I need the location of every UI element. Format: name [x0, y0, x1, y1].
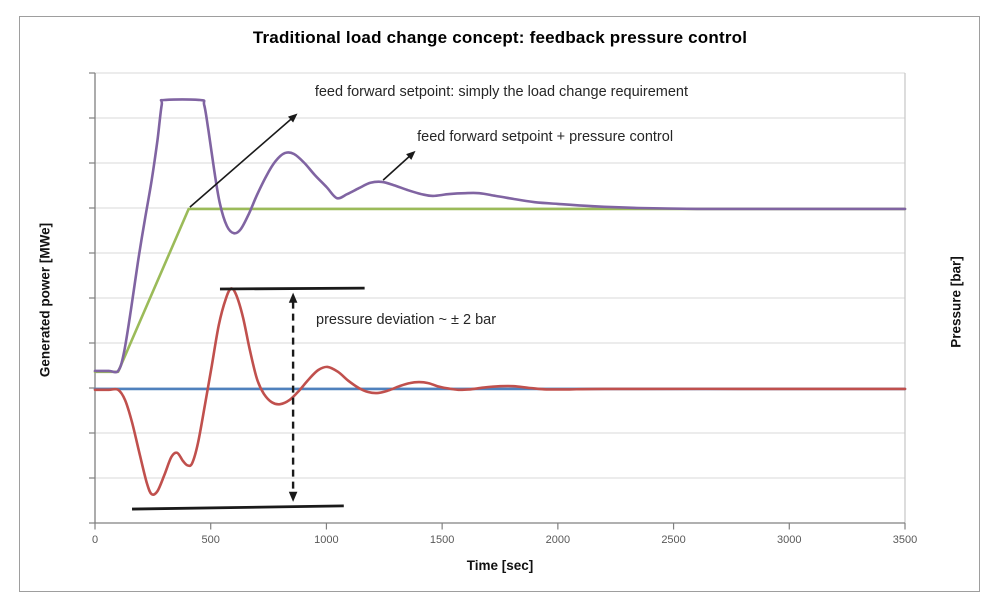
- chart-frame: [19, 16, 980, 592]
- annotation-label: pressure deviation ~ ± 2 bar: [316, 312, 497, 329]
- annotation-arrow-line: [189, 115, 296, 208]
- pressure-bound-line: [219, 286, 365, 291]
- annotation-arrow-head: [406, 150, 416, 160]
- annotation-graphics: [132, 113, 416, 511]
- left-axis-title: Generated power [MWe]: [37, 222, 53, 378]
- x-tick-label: 2500: [661, 534, 686, 546]
- series-lines: [93, 98, 907, 496]
- series-line-3: [93, 98, 907, 374]
- series-line-0: [93, 207, 907, 374]
- annotation-arrow-line: [382, 152, 414, 181]
- x-tick-label: 0: [91, 534, 99, 546]
- x-axis-title: Time [sec]: [466, 558, 534, 573]
- deviation-arrow-head-up: [288, 292, 298, 303]
- axes-and-ticks: [89, 72, 906, 530]
- chart-title: Traditional load change concept: feedbac…: [252, 28, 748, 47]
- x-tick-label: 3000: [777, 534, 802, 546]
- annotation-label: feed forward setpoint: simply the load c…: [314, 84, 689, 101]
- x-tick-label: 2000: [545, 534, 571, 546]
- annotation-arrow-head: [288, 113, 298, 123]
- right-axis-title: Pressure [bar]: [948, 256, 964, 348]
- series-line-2: [93, 287, 907, 496]
- x-tick-label: 500: [201, 534, 220, 546]
- pressure-bound-line: [132, 504, 344, 511]
- x-tick-label: 1500: [429, 534, 455, 546]
- x-tick-label: 1000: [314, 534, 339, 546]
- annotation-label: feed forward setpoint + pressure control: [417, 129, 674, 146]
- x-tick-label: 3500: [892, 534, 918, 546]
- deviation-arrow-head-down: [288, 491, 298, 502]
